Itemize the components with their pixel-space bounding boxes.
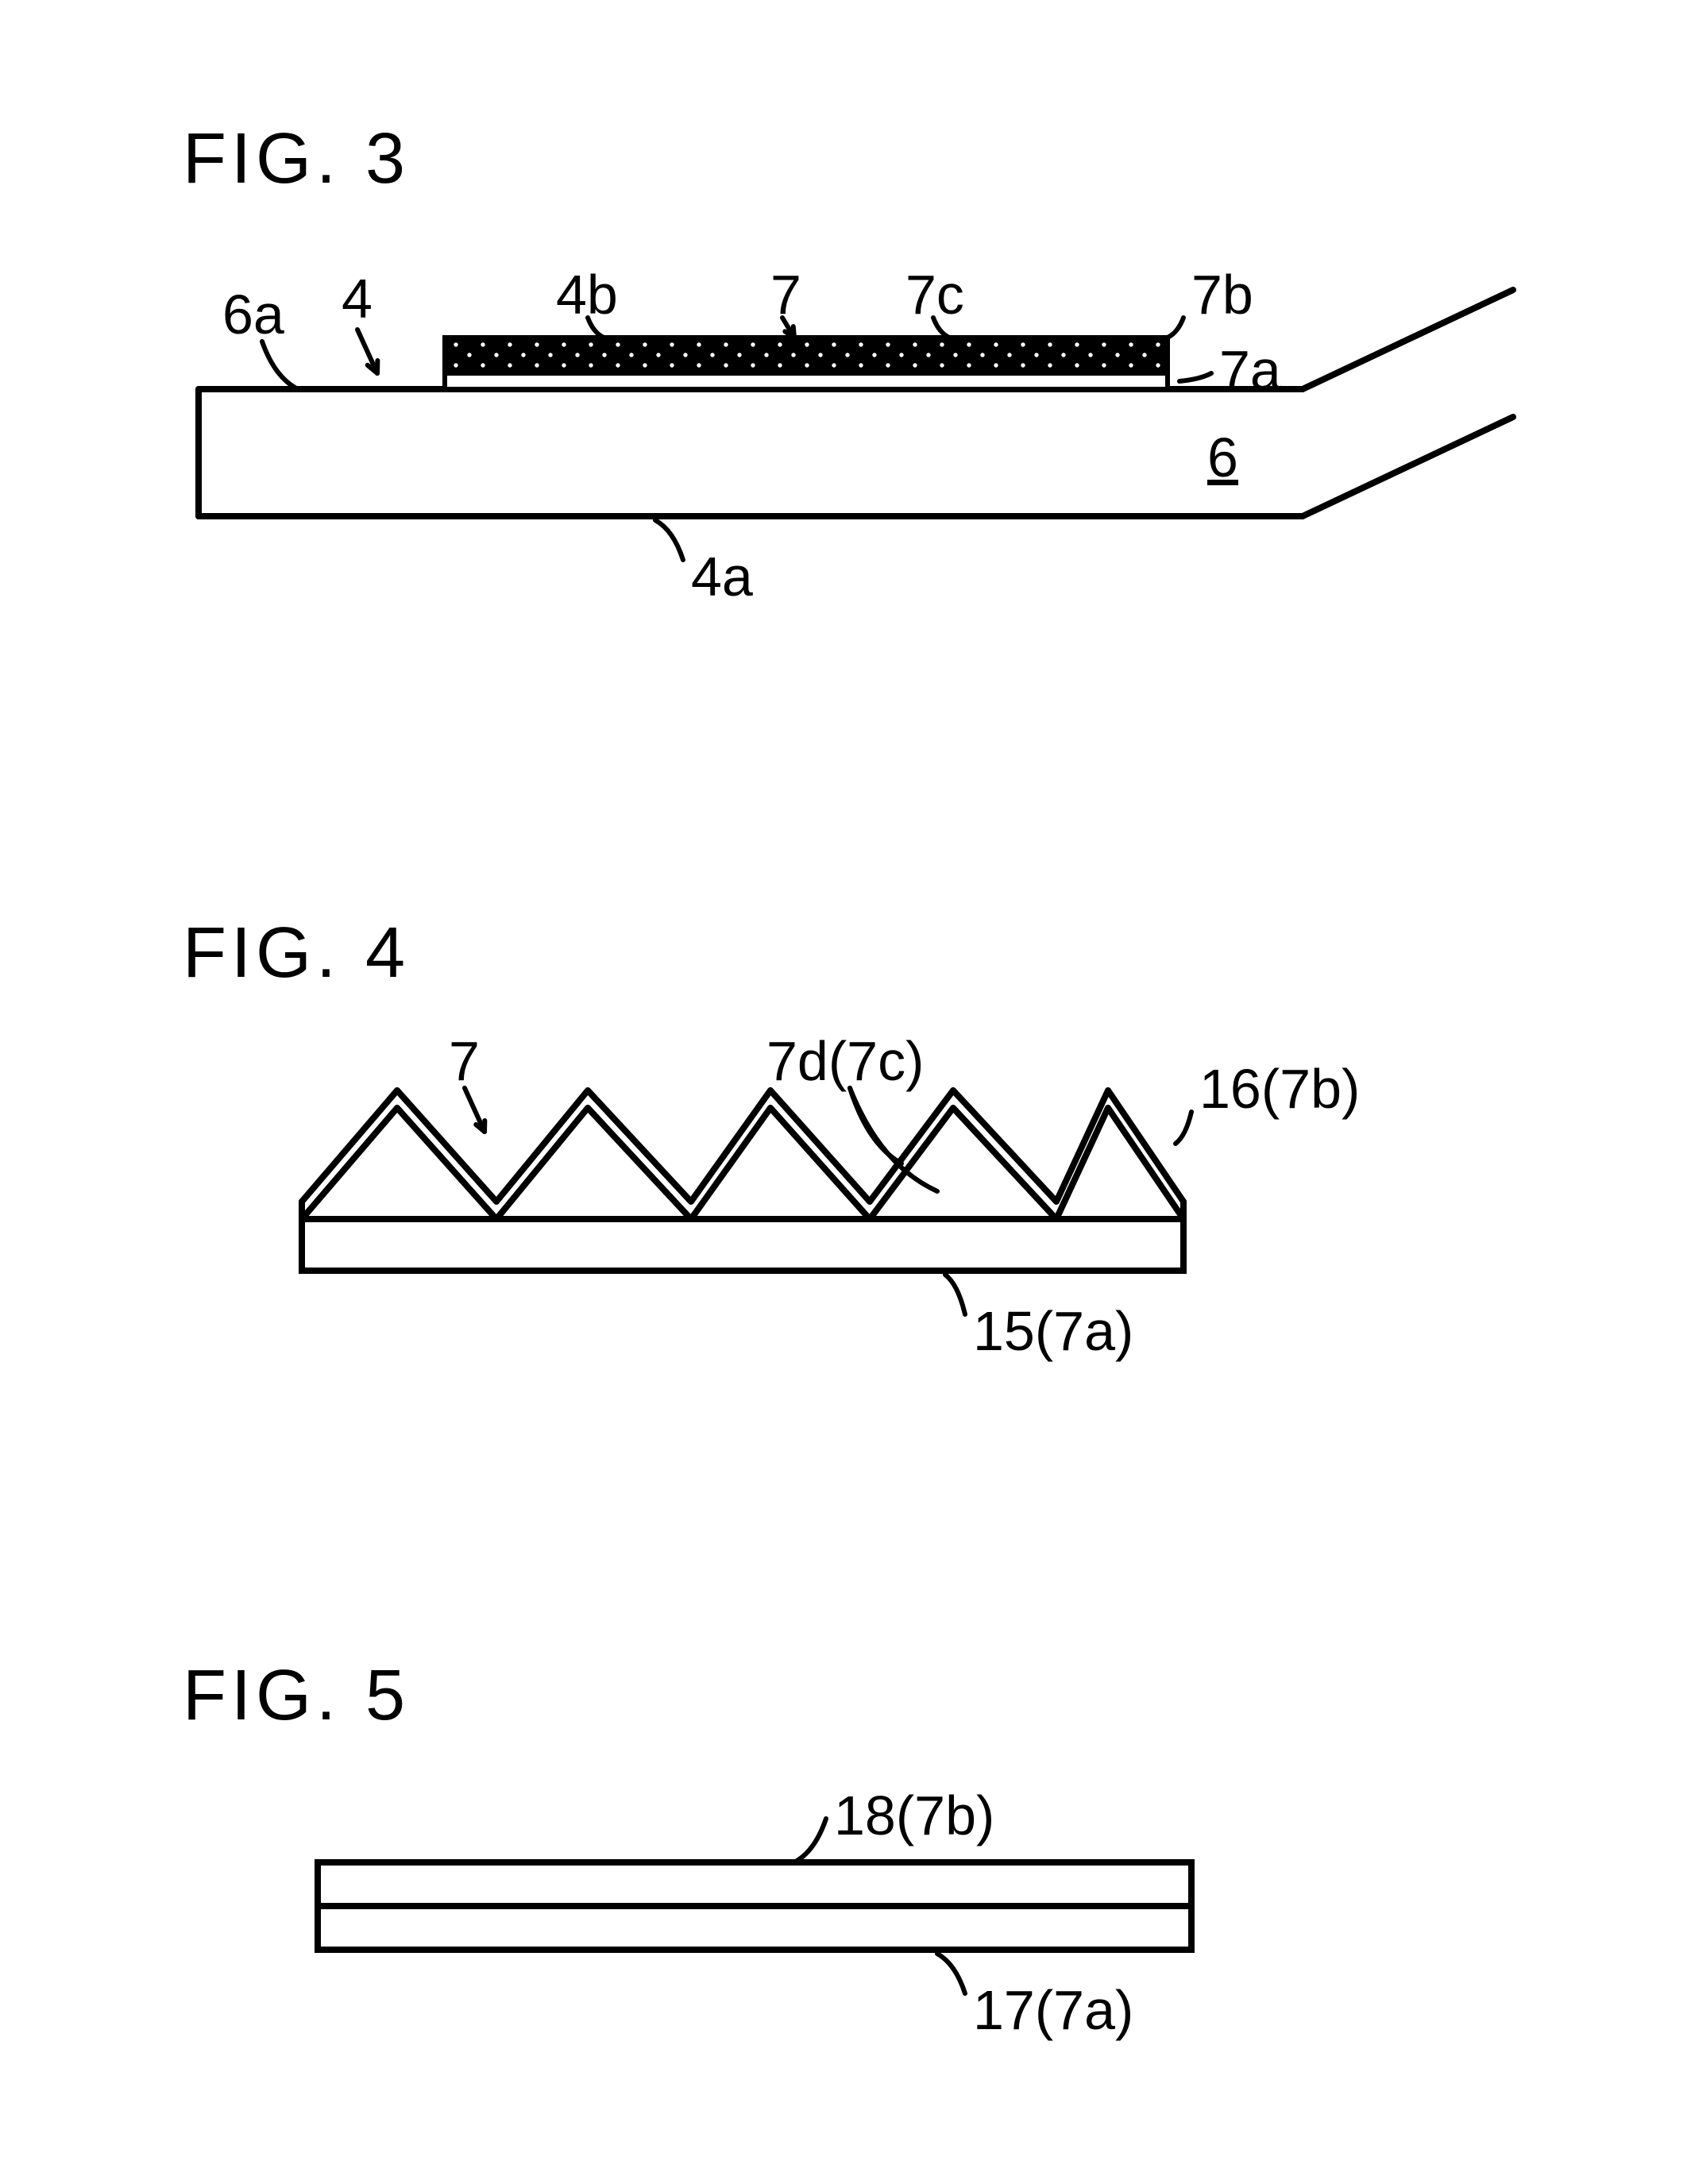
figure-3: FIG. 366a44b77c7b7a4a — [183, 119, 1513, 608]
fig5-title: FIG. 5 — [183, 1656, 410, 1735]
label-4a: 4a — [691, 546, 753, 608]
label-7a: 7a — [1219, 339, 1281, 401]
figure-4: FIG. 4 7 7d(7c) 16(7b) 15(7a) — [183, 913, 1360, 1362]
label-6: 6 — [1207, 426, 1238, 488]
label-15-7a: 15(7a) — [973, 1300, 1133, 1362]
label-18-7b: 18(7b) — [834, 1785, 994, 1846]
figure-5: FIG. 5 18(7b) 17(7a) — [183, 1656, 1191, 2041]
label-4: 4 — [342, 268, 373, 330]
fig3-title: FIG. 3 — [183, 119, 410, 199]
label-6a: 6a — [222, 284, 284, 345]
label-7: 7 — [449, 1030, 480, 1092]
label-7b: 7b — [1191, 264, 1253, 326]
label-7: 7 — [770, 264, 801, 326]
fig4-title: FIG. 4 — [183, 913, 410, 993]
label-7d-7c: 7d(7c) — [766, 1030, 924, 1092]
label-16-7b: 16(7b) — [1199, 1058, 1360, 1120]
label-17-7a: 17(7a) — [973, 1979, 1133, 2041]
